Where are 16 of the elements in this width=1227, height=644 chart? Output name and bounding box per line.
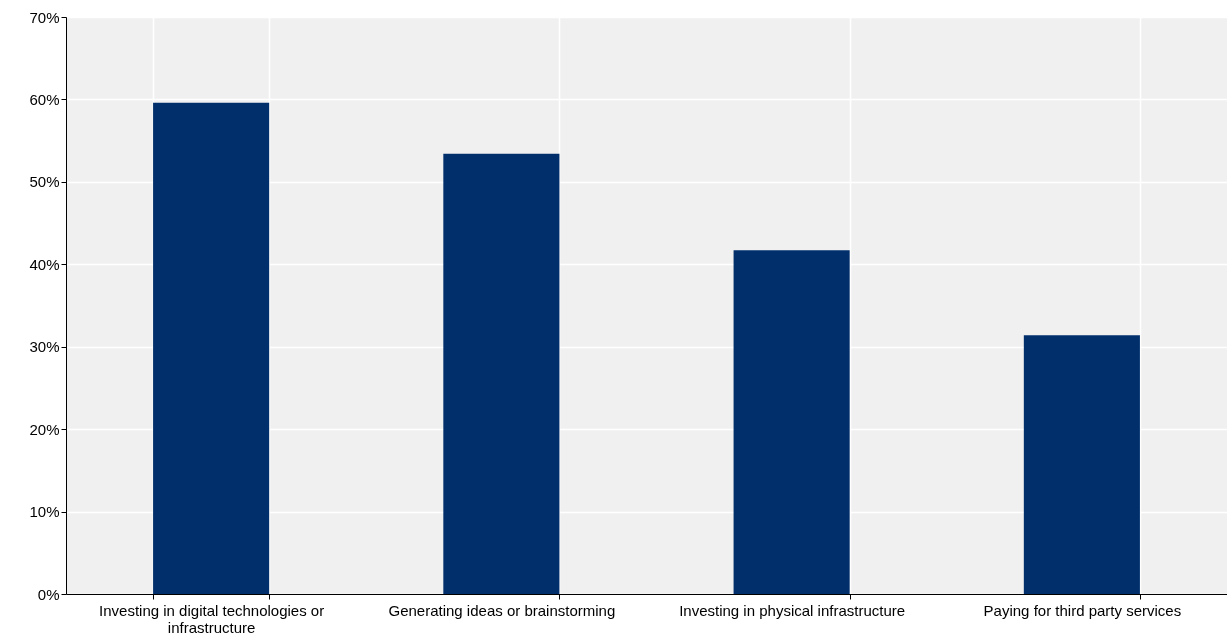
y-tick-label: 50% <box>29 173 60 191</box>
y-tick-label: 40% <box>29 255 60 273</box>
x-tick-label: Paying for third party services <box>983 601 1182 619</box>
y-tick-label: 70% <box>29 8 60 26</box>
bar <box>153 102 270 594</box>
x-tick-label: Investing in digital technologies or infrastructure <box>99 601 325 636</box>
bar <box>1023 335 1140 594</box>
y-tick-label: 30% <box>29 338 60 356</box>
y-tick-label: 0% <box>37 585 60 603</box>
y-tick-label: 10% <box>29 503 60 521</box>
x-tick-label: Investing in physical infrastructure <box>679 601 906 619</box>
bar <box>443 153 560 594</box>
y-tick-label: 20% <box>29 420 60 438</box>
bar <box>733 250 850 594</box>
y-tick-label: 60% <box>29 90 60 108</box>
x-tick-label: Generating ideas or brainstorming <box>388 601 616 619</box>
